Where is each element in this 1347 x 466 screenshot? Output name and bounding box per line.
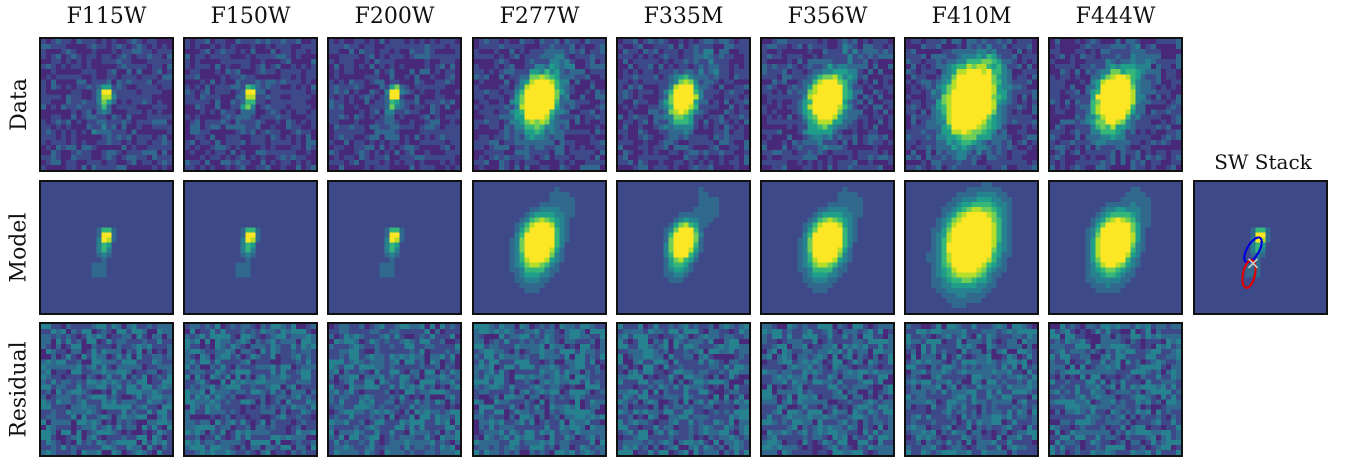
filter-label-f200w: F200W [354, 4, 435, 29]
cutout-data-f356w-image [762, 39, 893, 170]
cutout-residual-f277w-image [474, 324, 605, 455]
cutout-data-f277w-image [474, 39, 605, 170]
cutout-data-f335m-image [618, 39, 749, 170]
filter-label-f356w: F356W [787, 4, 868, 29]
cutout-residual-f200w [327, 322, 462, 457]
cutout-model-f150w [183, 180, 318, 315]
aperture-ellipse-1 [1243, 236, 1263, 264]
cutout-residual-f356w-image [762, 324, 893, 455]
centroid-cross-marker: × [1245, 253, 1260, 274]
cutout-model-f410m-image [906, 182, 1037, 313]
aperture-ellipse-2 [1241, 259, 1257, 289]
row-label-model: Model [6, 212, 32, 283]
cutout-residual-f444w-image [1050, 324, 1181, 455]
cutout-model-f277w-image [474, 182, 605, 313]
cutout-sw-stack-image: × [1195, 182, 1326, 313]
filter-label-f150w: F150W [210, 4, 291, 29]
cutout-residual-f277w [472, 322, 607, 457]
cutout-residual-f150w [183, 322, 318, 457]
cutout-data-f200w [327, 37, 462, 172]
filter-label-f410m: F410M [931, 4, 1012, 29]
cutout-data-f200w-image [329, 39, 460, 170]
row-label-data: Data [6, 78, 32, 131]
filter-label-f115w: F115W [66, 4, 147, 29]
cutout-data-f410m [904, 37, 1039, 172]
cutout-residual-f410m [904, 322, 1039, 457]
cutout-model-f150w-image [185, 182, 316, 313]
cutout-data-f150w-image [185, 39, 316, 170]
filter-label-f277w: F277W [499, 4, 580, 29]
cutout-data-f444w [1048, 37, 1183, 172]
cutout-data-f410m-image [906, 39, 1037, 170]
cutout-residual-f410m-image [906, 324, 1037, 455]
cutout-residual-f115w [39, 322, 174, 457]
cutout-model-f335m-image [618, 182, 749, 313]
cutout-model-f444w [1048, 180, 1183, 315]
stack-panel-label: SW Stack [1214, 150, 1312, 174]
cutout-model-f200w [327, 180, 462, 315]
cutout-residual-f356w [760, 322, 895, 457]
cutout-model-f410m [904, 180, 1039, 315]
cutout-data-f335m [616, 37, 751, 172]
cutout-data-f277w [472, 37, 607, 172]
cutout-model-f115w-image [41, 182, 172, 313]
cutout-residual-f200w-image [329, 324, 460, 455]
cutout-model-f335m [616, 180, 751, 315]
cutout-data-f115w-image [41, 39, 172, 170]
cutout-data-f356w [760, 37, 895, 172]
cutout-data-f444w-image [1050, 39, 1181, 170]
cutout-residual-f335m [616, 322, 751, 457]
cutout-data-f150w [183, 37, 318, 172]
filter-label-f444w: F444W [1075, 4, 1156, 29]
cutout-residual-f115w-image [41, 324, 172, 455]
cutout-data-f115w [39, 37, 174, 172]
cutout-model-f277w [472, 180, 607, 315]
cutout-residual-f335m-image [618, 324, 749, 455]
cutout-model-f200w-image [329, 182, 460, 313]
row-label-residual: Residual [6, 341, 32, 438]
filter-label-f335m: F335M [643, 4, 724, 29]
cutout-model-f356w [760, 180, 895, 315]
cutout-residual-f444w [1048, 322, 1183, 457]
cutout-model-f115w [39, 180, 174, 315]
cutout-model-f356w-image [762, 182, 893, 313]
cutout-model-f444w-image [1050, 182, 1181, 313]
cutout-residual-f150w-image [185, 324, 316, 455]
cutout-sw-stack: × [1193, 180, 1328, 315]
